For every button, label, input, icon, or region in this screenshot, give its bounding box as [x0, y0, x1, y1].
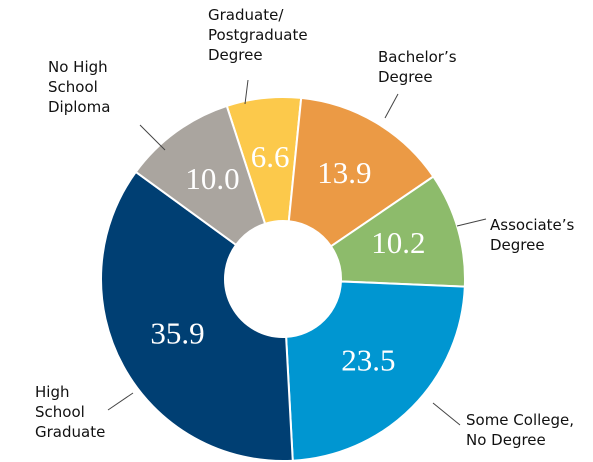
value-label: 23.5: [341, 342, 395, 377]
category-line: No High: [48, 58, 108, 76]
slice: [287, 96, 435, 248]
leader-line: [432, 402, 461, 426]
value-label: 10.2: [371, 225, 425, 260]
slice: [134, 104, 267, 247]
value-label: 10.0: [185, 161, 239, 196]
category-line: Graduate/: [208, 6, 284, 24]
leader-line: [139, 124, 166, 151]
value-label: 6.6: [251, 139, 290, 174]
leader-line: [384, 93, 399, 119]
category-line: High: [35, 383, 69, 401]
leader-line: [107, 392, 134, 411]
category-label: Bachelor’s Degree: [378, 48, 457, 86]
category-label: Associate’s Degree: [490, 216, 575, 254]
slice: [100, 170, 294, 462]
category-line: Degree: [378, 68, 433, 86]
value-label: 35.9: [150, 315, 204, 350]
category-line: Some College,: [466, 411, 574, 429]
category-line: Degree: [208, 46, 263, 64]
category-line: No Degree: [466, 431, 546, 449]
category-line: School: [35, 403, 85, 421]
category-line: Bachelor’s: [378, 48, 457, 66]
category-line: Associate’s: [490, 216, 575, 234]
category-line: Graduate: [35, 423, 105, 441]
category-line: School: [48, 78, 98, 96]
value-label: 13.9: [317, 155, 371, 190]
category-label: Some College, No Degree: [466, 411, 574, 449]
category-label: Graduate/Postgraduate Degree: [208, 6, 308, 64]
category-line: Degree: [490, 236, 545, 254]
category-line: Diploma: [48, 98, 110, 116]
slice: [329, 175, 466, 288]
leader-line: [456, 218, 487, 227]
category-label: No High School Diploma: [48, 58, 110, 116]
leader-line: [244, 79, 249, 105]
category-line: Postgraduate: [208, 26, 308, 44]
slice: [285, 280, 466, 462]
category-label: High School Graduate: [35, 383, 105, 441]
